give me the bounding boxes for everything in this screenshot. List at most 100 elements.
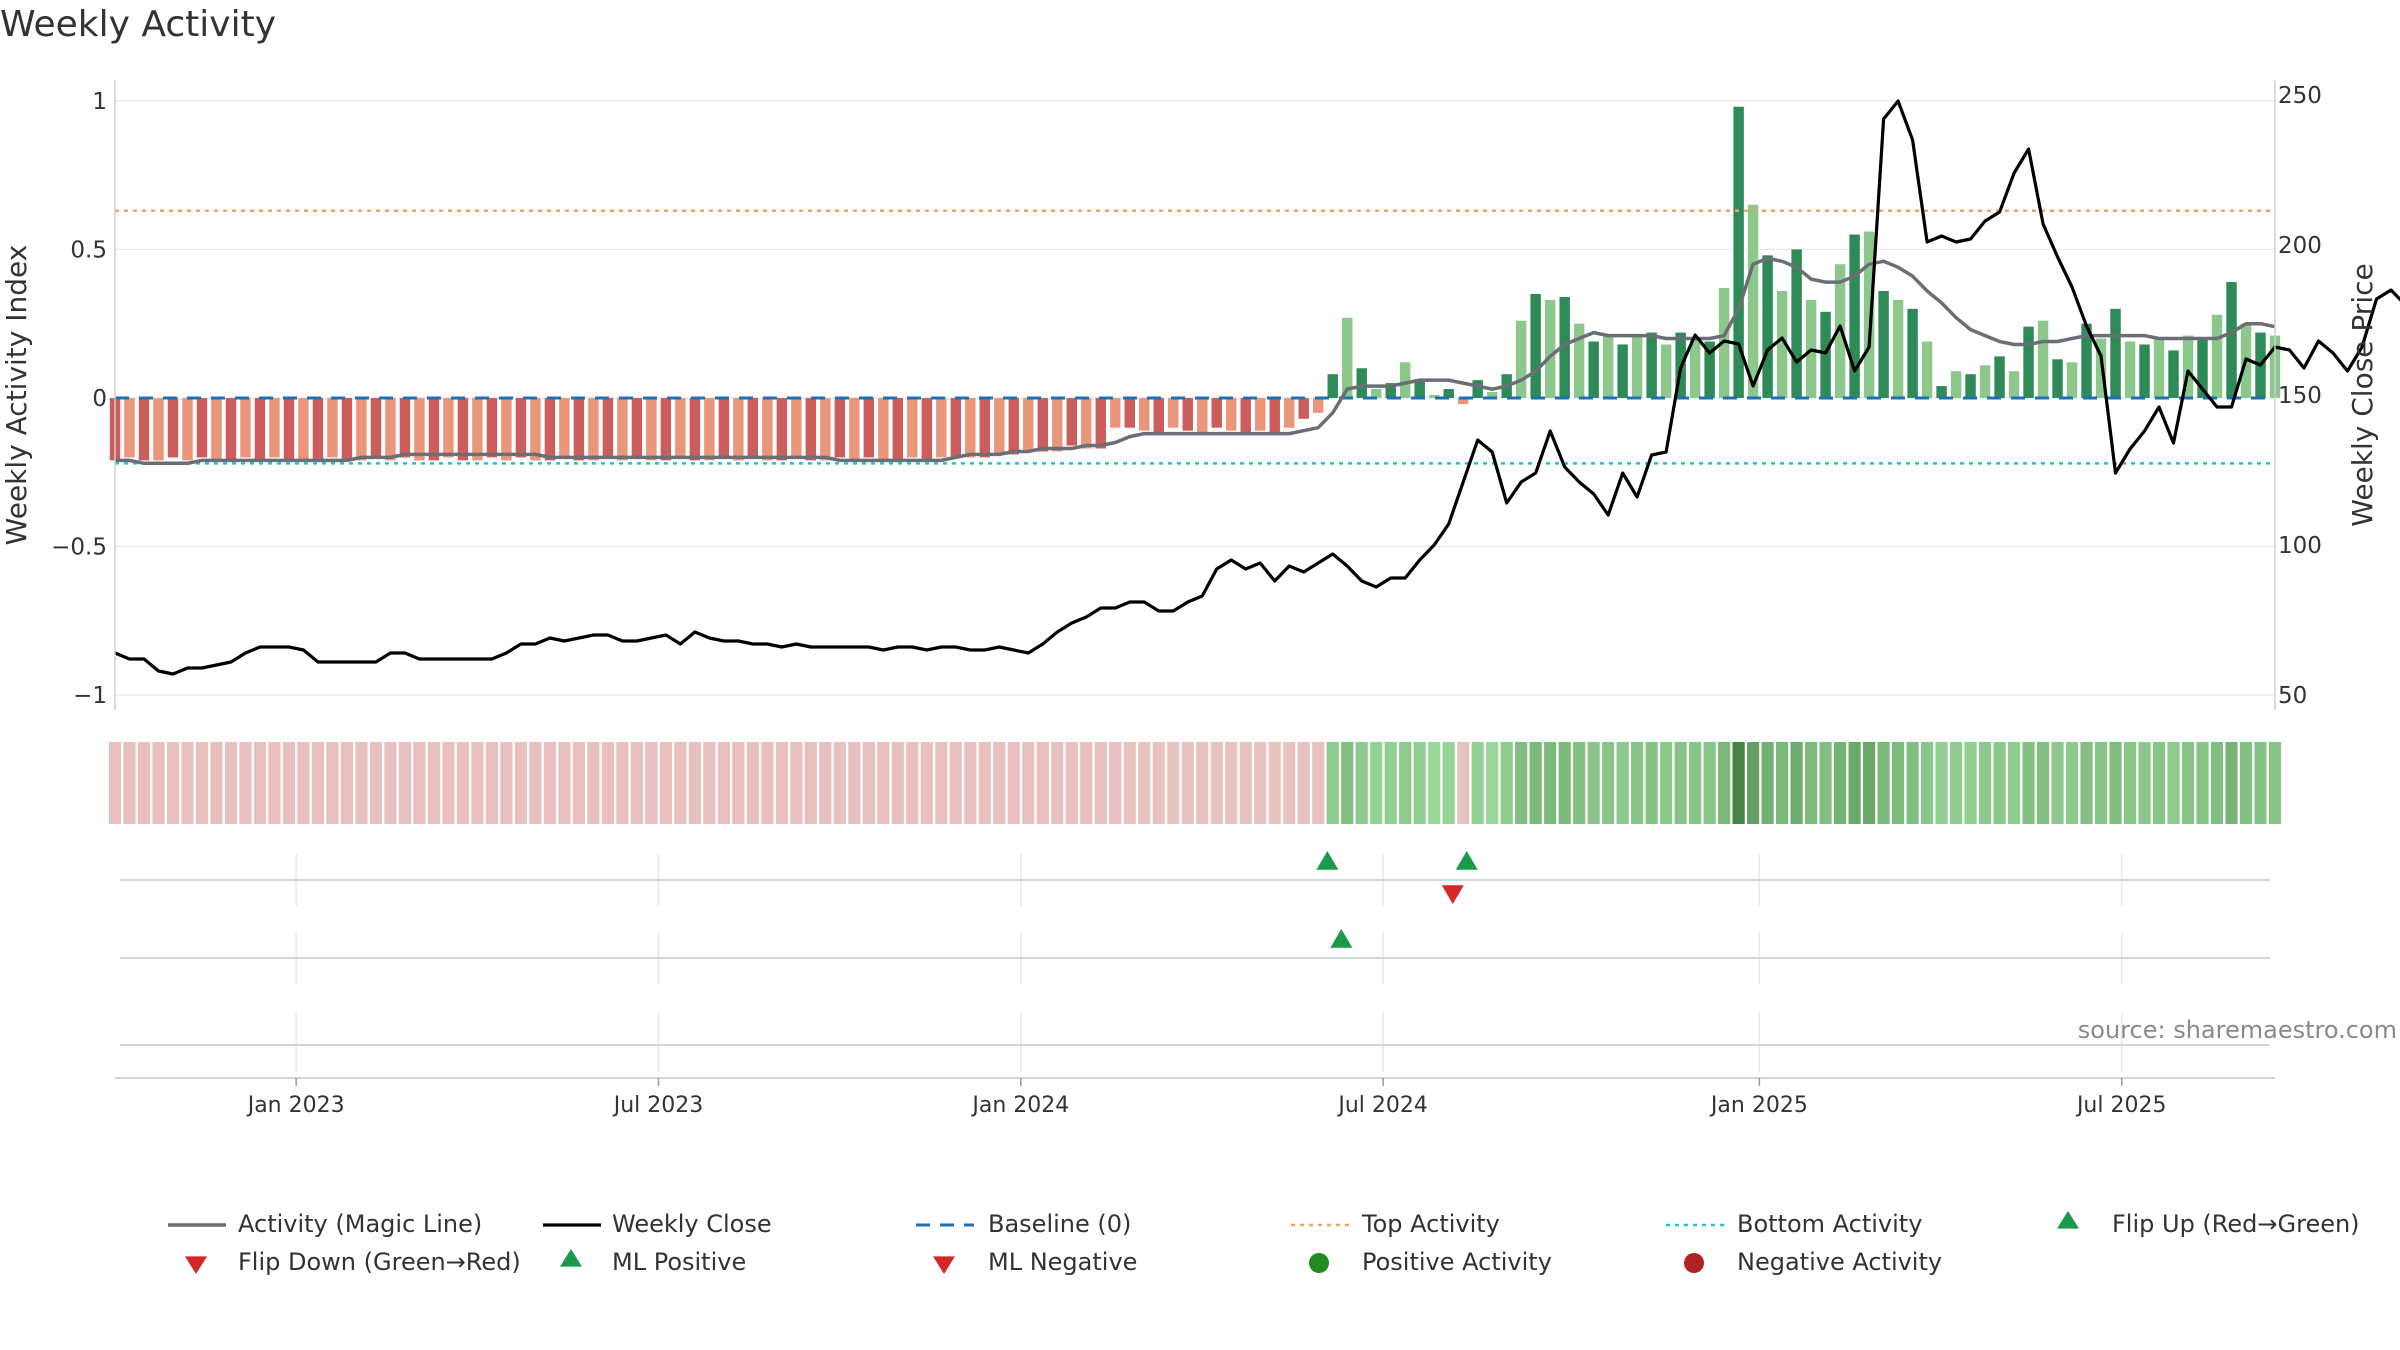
activity-bar — [791, 397, 802, 458]
activity-bar — [428, 397, 440, 461]
heat-cell — [1283, 742, 1296, 824]
activity-bar — [965, 397, 976, 458]
heat-cell — [1949, 742, 1963, 824]
activity-bar — [718, 397, 730, 458]
activity-bar — [1559, 296, 1570, 398]
activity-bar — [1646, 332, 1657, 398]
activity-bar — [356, 397, 367, 461]
activity-bar — [2081, 323, 2092, 398]
activity-bar — [2211, 314, 2223, 398]
activity-bar — [1660, 344, 1672, 398]
legend-marker-negact — [1684, 1253, 1704, 1273]
activity-bar — [312, 397, 324, 461]
y-tick-label-right: 200 — [2278, 233, 2322, 259]
x-axis: Jan 2023 Jul 2023 Jan 2024 Jul 2024 Jan 2025… — [246, 1078, 2166, 1118]
ml-positive-marker — [1330, 929, 1353, 948]
activity-bar — [1588, 341, 1599, 398]
activity-bar — [138, 397, 150, 461]
heat-cell — [2210, 742, 2224, 824]
heat-cell — [1355, 742, 1368, 824]
heat-cell — [181, 742, 194, 824]
heat-cell — [384, 742, 397, 824]
heat-cell — [804, 742, 817, 824]
heat-cell — [1036, 742, 1049, 824]
activity-bar — [921, 397, 933, 461]
activity-bar — [1820, 311, 1831, 398]
legend-marker-flipup — [2057, 1211, 2079, 1229]
heat-cell — [456, 742, 470, 824]
heat-cell — [1689, 742, 1702, 824]
activity-bar — [472, 397, 483, 461]
activity-bar — [631, 397, 643, 458]
y-tick-label-right: 250 — [2278, 83, 2322, 109]
activity-bar — [617, 397, 628, 461]
heat-cell — [1660, 742, 1673, 824]
activity-bar — [762, 397, 773, 461]
activity-bar — [486, 397, 498, 458]
activity-bar — [1414, 380, 1425, 398]
activity-bar — [1197, 397, 1208, 434]
heat-cell — [949, 742, 962, 824]
activity-bar — [892, 397, 904, 461]
activity-bar — [1428, 395, 1440, 398]
heat-cell — [1007, 742, 1020, 824]
heat-cell — [1718, 742, 1731, 824]
activity-bar — [675, 397, 686, 458]
y-tick-label-left: −1 — [73, 683, 107, 709]
heat-cell — [717, 742, 730, 824]
reference-lines — [115, 209, 2275, 465]
activity-bar — [2023, 326, 2034, 398]
heat-cell — [732, 742, 745, 824]
heat-cell — [1544, 742, 1557, 824]
activity-bar — [254, 397, 266, 461]
activity-bar — [1704, 341, 1715, 398]
activity-bar — [805, 397, 817, 461]
heat-cell — [1254, 742, 1267, 824]
heat-cell — [1138, 742, 1151, 824]
heat-cell — [442, 742, 455, 824]
source-credit: source: sharemaestro.com — [2077, 1016, 2397, 1044]
heat-cell — [1210, 742, 1223, 824]
activity-bar — [1617, 344, 1628, 398]
flip-down-marker — [1441, 885, 1464, 904]
heat-cell — [152, 742, 165, 824]
activity-bar — [1689, 338, 1701, 398]
heat-cell — [1123, 742, 1136, 824]
heat-cell — [1747, 742, 1760, 824]
activity-bar — [501, 397, 512, 461]
legend-markers — [168, 1211, 2079, 1274]
heat-cell — [558, 742, 571, 824]
activity-bar — [1602, 335, 1614, 398]
activity-bar — [2197, 338, 2208, 398]
activity-bar — [341, 397, 353, 461]
heat-cell — [2196, 742, 2209, 824]
heat-cell — [1529, 742, 1542, 824]
activity-bar — [1284, 397, 1295, 428]
heat-cell — [2123, 742, 2137, 824]
activity-bar — [573, 397, 585, 461]
heat-cell — [1152, 742, 1165, 824]
heat-cell — [1384, 742, 1397, 824]
activity-bar — [1385, 383, 1396, 398]
activity-bar — [1892, 299, 1904, 398]
activity-bar — [1370, 389, 1382, 398]
heat-cell — [862, 742, 875, 824]
heat-cell — [848, 742, 861, 824]
activity-bar — [443, 397, 454, 458]
activity-bar — [1950, 371, 1962, 398]
flip-up-marker — [1455, 851, 1478, 870]
activity-bar — [1153, 397, 1164, 434]
axes-layer: 1 0.5 0 −0.5 −1 250 200 150 100 50 Weekly Activity… — [0, 80, 2379, 710]
y-tick-label-left: 0.5 — [70, 237, 107, 263]
activity-bar — [2110, 308, 2121, 398]
activity-bar — [646, 397, 657, 461]
heat-cell — [1225, 742, 1238, 824]
heat-cell — [500, 742, 513, 824]
activity-bar — [776, 397, 788, 461]
x-tick-label: Jan 2024 — [970, 1093, 1069, 1118]
heat-cell — [1515, 742, 1528, 824]
heat-cell — [2051, 742, 2064, 824]
activity-bar — [878, 397, 889, 461]
heat-cell — [1674, 742, 1687, 824]
x-tick-label: Jul 2024 — [1336, 1093, 1428, 1118]
